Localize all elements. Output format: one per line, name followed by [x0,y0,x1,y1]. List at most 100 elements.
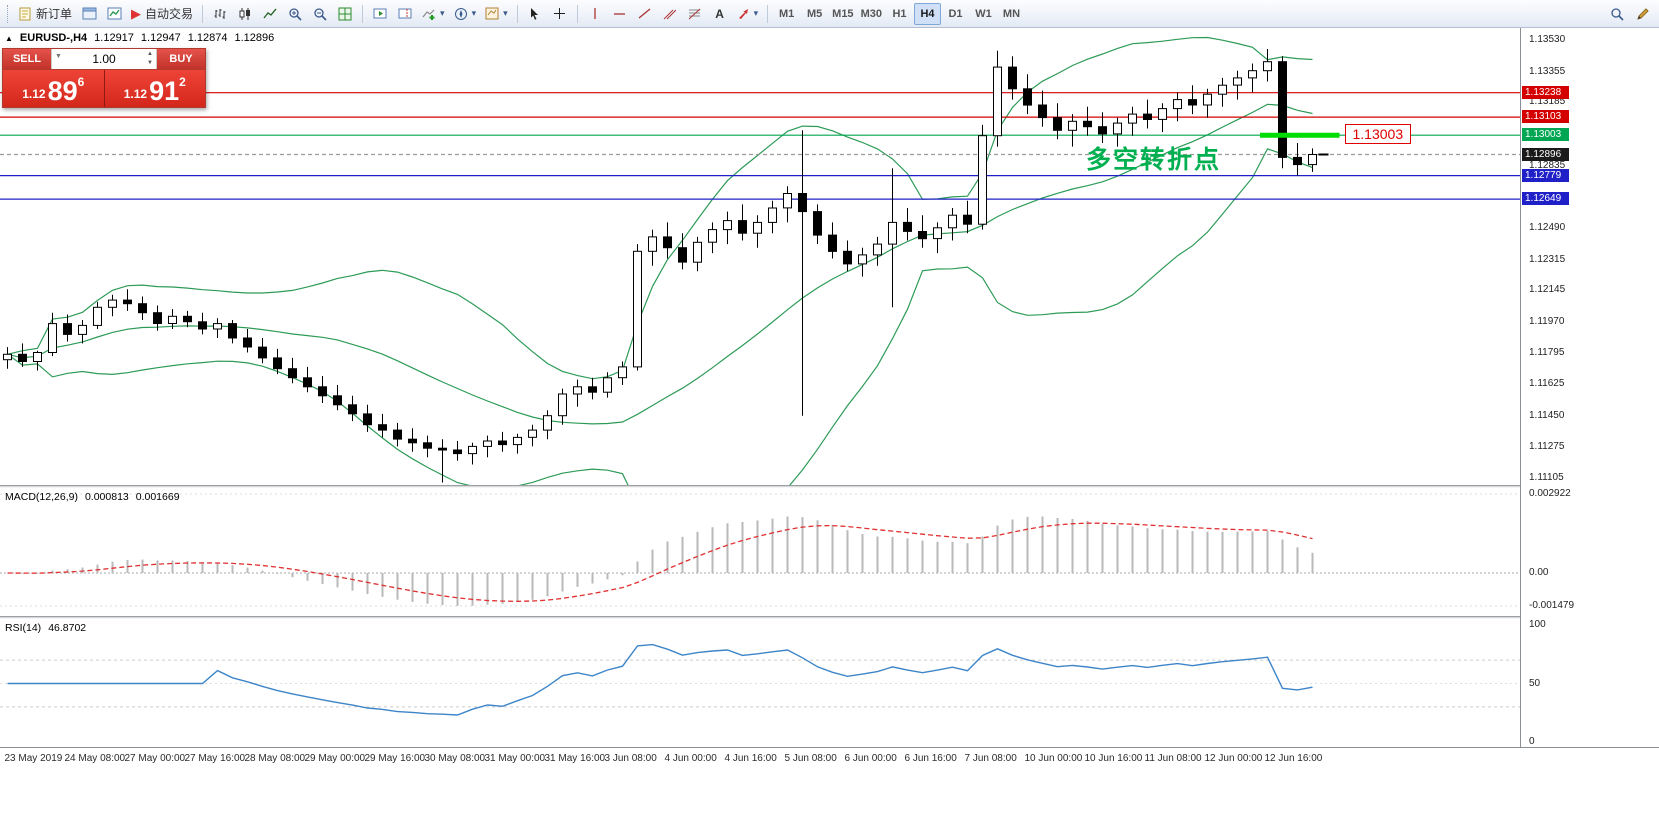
search-icon [1611,7,1624,21]
price-level-badge: 1.13238 [1522,85,1569,99]
macd-pane-canvas[interactable] [0,488,1520,616]
templates-button[interactable]: ▾ [481,3,512,25]
time-axis-border [0,747,1659,748]
bar-chart-mode-button[interactable] [208,3,232,25]
search-button[interactable] [1605,3,1629,25]
rsi-value: 46.8702 [48,622,87,634]
price-level-flag[interactable]: 1.13003 [1344,124,1412,145]
time-axis[interactable]: 23 May 2019 24 May 08:00 27 May 00:00 27 Ma… [0,748,1520,770]
timeframe-m15-button[interactable]: M15 [832,7,854,20]
one-click-trading-panel: SELL ▼ 1.00 ▲ ▼ BUY 1.12 89 6 1.12 91 2 [2,48,206,108]
price-level-badge: 1.12649 [1522,192,1569,206]
rsi-pane-canvas[interactable] [0,619,1520,747]
bar-close-value: 1.12896 [234,32,275,44]
time-label: 6 Jun 16:00 [904,753,957,764]
time-label: 31 May 00:00 [484,753,546,764]
indicators-button[interactable]: ▾ [418,3,449,25]
bid-pips: 89 [47,76,78,106]
bar-open-value: 1.12917 [94,32,134,44]
chart-shift-icon [398,8,412,19]
timeframe-group: M1 M5 M15 M30 H1 H4 D1 W1 MN [773,2,1025,25]
price-chart-canvas[interactable] [0,28,1520,485]
rsi-scale-tick: 100 [1529,619,1546,630]
bar-high-value: 1.12947 [140,32,181,44]
time-label: 29 May 00:00 [304,753,366,764]
price-scale-tick: 1.13530 [1529,34,1566,45]
rsi-scale-tick: 50 [1529,677,1541,689]
tile-windows-button[interactable] [333,3,357,25]
auto-trading-button[interactable]: ▶ 自动交易 [127,3,197,25]
pane-separator-macd[interactable] [0,485,1659,488]
price-scale-tick: 1.12835 [1529,159,1566,171]
channel-tool-button[interactable] [658,3,682,25]
collapse-trade-panel-icon[interactable]: ▲ [5,33,13,43]
timeframe-mn-button[interactable]: MN [1002,7,1021,20]
fibonacci-icon [688,8,701,20]
text-tool-icon: A [715,6,724,21]
zoom-in-button[interactable] [283,3,307,25]
price-level-badge: 1.12896 [1522,147,1569,161]
tile-windows-icon [338,7,352,20]
timeframe-m30-button[interactable]: M30 [860,7,882,20]
templates-icon [485,7,499,20]
trendline-tool-button[interactable] [633,3,657,25]
price-scale-tick: 1.13355 [1529,65,1566,77]
profiles-button[interactable] [77,3,101,25]
zoom-out-button[interactable] [308,3,332,25]
timeframe-d1-button[interactable]: D1 [948,7,963,20]
timeframe-m5-button[interactable]: M5 [807,7,823,20]
volume-up-icon[interactable]: ▲ [147,51,153,57]
arrows-tool-button[interactable]: ▾ [733,3,763,25]
bid-base: 1.12 [22,87,46,101]
line-chart-mode-button[interactable] [258,3,282,25]
time-label: 6 Jun 00:00 [844,753,897,764]
cursor-tool-button[interactable] [523,3,547,25]
buy-button[interactable]: BUY [157,49,205,69]
bid-price-button[interactable]: 1.12 89 6 [3,70,105,107]
navigator-dropdown-icon: ▾ [471,8,477,18]
fibonacci-tool-button[interactable] [683,3,707,25]
edit-button[interactable] [1631,3,1655,25]
volume-dropdown-icon[interactable]: ▼ [55,53,62,60]
toolbar-separator [576,4,578,23]
horizontal-line-tool-button[interactable] [608,3,632,25]
pane-separator-rsi[interactable] [0,616,1659,619]
zoom-out-icon [314,7,327,21]
templates-dropdown-icon: ▾ [503,8,508,18]
time-label: 5 Jun 08:00 [784,753,837,764]
price-scale-tick: 1.12490 [1529,221,1566,233]
crosshair-tool-button[interactable] [548,3,572,25]
timeframe-h1-button[interactable]: H1 [892,7,907,20]
volume-down-icon[interactable]: ▼ [147,60,153,66]
chart-shift-button[interactable] [393,3,417,25]
candlestick-mode-button[interactable] [233,3,257,25]
time-label: 10 Jun 00:00 [1024,753,1083,764]
price-scale[interactable]: 1.13530 1.13355 1.13185 1.12835 1.12490 1.123… [1520,28,1659,747]
timeframe-w1-button[interactable]: W1 [975,7,992,20]
indicators-icon [422,9,435,20]
volume-stepper[interactable]: ▲ ▼ [147,50,153,68]
price-level-badge: 1.12779 [1522,168,1569,182]
sell-button[interactable]: SELL [3,49,51,69]
vertical-line-tool-button[interactable] [583,3,607,25]
timeframe-h4-button[interactable]: H4 [913,2,941,25]
ask-price-button[interactable]: 1.12 91 2 [104,70,205,107]
trendline-icon [638,8,651,19]
navigator-button[interactable]: ▾ [450,3,481,25]
vertical-line-icon [593,8,596,19]
auto-scroll-button[interactable] [368,3,392,25]
time-label: 12 Jun 16:00 [1264,753,1323,764]
macd-main-value: 0.000813 [84,491,129,503]
market-watch-button[interactable] [102,3,126,25]
new-order-button[interactable]: 新订单 [14,3,76,25]
chart-window: ▲ EURUSD-,H4 1.12917 1.12947 1.12874 1.1… [0,28,1659,818]
toolbar-drag-handle[interactable] [7,4,10,23]
bar-low-value: 1.12874 [187,32,228,44]
toolbar-separator [516,4,518,23]
volume-field[interactable]: ▼ 1.00 ▲ ▼ [51,49,157,69]
chart-annotation-text[interactable]: 多空转折点 [1086,146,1222,174]
timeframe-m1-button[interactable]: M1 [779,7,795,20]
text-tool-button[interactable]: A [708,3,732,25]
bar-chart-icon [214,8,226,19]
new-order-icon [19,7,31,20]
